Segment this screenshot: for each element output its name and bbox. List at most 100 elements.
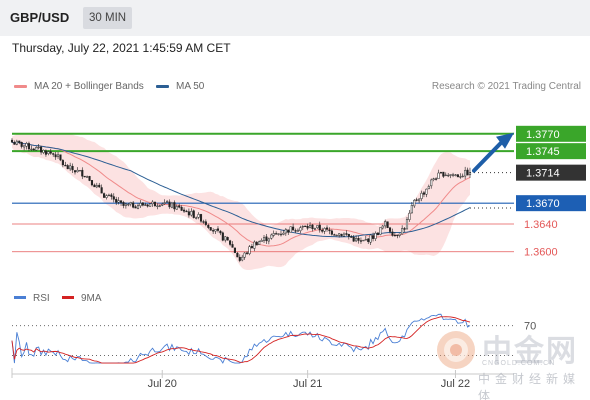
last-price-label: 1.3714 [526,168,560,180]
candle-body [52,153,55,155]
forecast-arrow-icon [472,139,504,173]
candle-body [207,225,210,228]
candle-body [156,205,159,207]
resistance-label: 1.3770 [526,129,560,141]
candle-body [212,230,215,232]
candle-body [444,174,447,177]
candle-body [364,239,367,241]
candle-body [403,228,406,230]
candle-body [178,205,181,208]
candle-body [183,209,186,212]
candle-body [275,233,278,235]
candle-body [350,236,353,238]
candle-body [69,165,72,170]
candle-body [136,205,140,209]
candle-body [221,232,224,241]
resistance-tag [516,125,586,142]
candle-body [231,244,234,248]
candle-body [260,240,263,242]
candle-body [306,225,309,229]
candle-body [86,176,89,178]
candle-body [250,246,253,249]
candle-body [442,171,445,177]
interval-button[interactable]: 30 MIN [83,7,133,29]
candle-body [88,176,91,181]
candle-body [299,227,302,232]
candle-body [279,233,283,236]
candle-body [144,204,147,206]
candle-body [117,200,120,203]
candle-body [246,252,249,254]
candle-body [168,201,171,208]
last-price-tag [516,164,586,181]
candle-body [202,221,205,223]
candle-body [170,202,173,208]
candle-body [413,199,416,207]
candle-body [325,227,329,230]
candle-body [294,230,297,232]
candle-body [425,188,428,195]
candle-body [40,146,43,153]
candle-body [401,228,404,235]
symbol-label: GBP/USD [10,10,70,25]
candle-body [153,201,157,206]
support-label: 1.3640 [524,219,558,231]
timestamp-label: Thursday, July 22, 2021 1:45:59 AM CET [12,41,231,55]
candle-body [93,184,96,188]
candle-body [267,238,270,242]
candle-body [129,202,132,205]
candle-body [243,252,246,258]
legend-label: MA 20 + Bollinger Bands [34,81,144,92]
candle-body [313,228,316,230]
candle-body [296,229,299,232]
candle-body [391,231,394,236]
candle-body [398,233,401,236]
candle-body [66,165,69,170]
candle-body [115,199,118,203]
candle-body [272,233,275,236]
legend-item-ma50: MA 50 [156,81,204,92]
candle-body [124,203,127,206]
pivot-label: 1.3670 [526,198,560,210]
candle-body [427,186,430,190]
candle-body [199,214,203,222]
candle-body [42,149,45,153]
candle-body [90,180,94,186]
candle-body [190,211,193,216]
candle-body [236,252,239,258]
candle-body [342,233,346,237]
candle-body [139,202,142,207]
candle-body [311,224,314,230]
candle-body [454,174,457,176]
candle-body [461,175,464,178]
candle-body [248,246,251,255]
research-credit: Research © 2021 Trading Central [431,81,581,92]
candle-body [369,234,372,243]
candle-body [289,226,292,233]
candle-body [430,179,433,187]
rsi-level-label: 70 [524,321,536,333]
rsi-legend-label: RSI [33,293,50,304]
candle-body [32,148,35,151]
candle-body [415,199,418,201]
candle-body [301,225,304,228]
candle-body [71,166,74,171]
candle-body [359,240,363,242]
candle-body [18,140,21,143]
x-tick-label: Jul 22 [441,378,470,390]
candle-body [180,206,183,211]
candle-body [141,202,144,206]
candle-body [110,194,113,197]
candle-body [352,236,355,242]
candle-body [449,174,452,176]
candle-body [316,225,319,229]
candle-body [73,170,77,173]
candle-body [175,206,178,210]
candle-body [47,151,50,155]
forecast-arrowhead-icon [496,132,514,149]
candle-body [447,174,450,177]
candle-body [219,230,222,234]
candle-body [64,164,67,167]
candle-body [388,227,392,232]
